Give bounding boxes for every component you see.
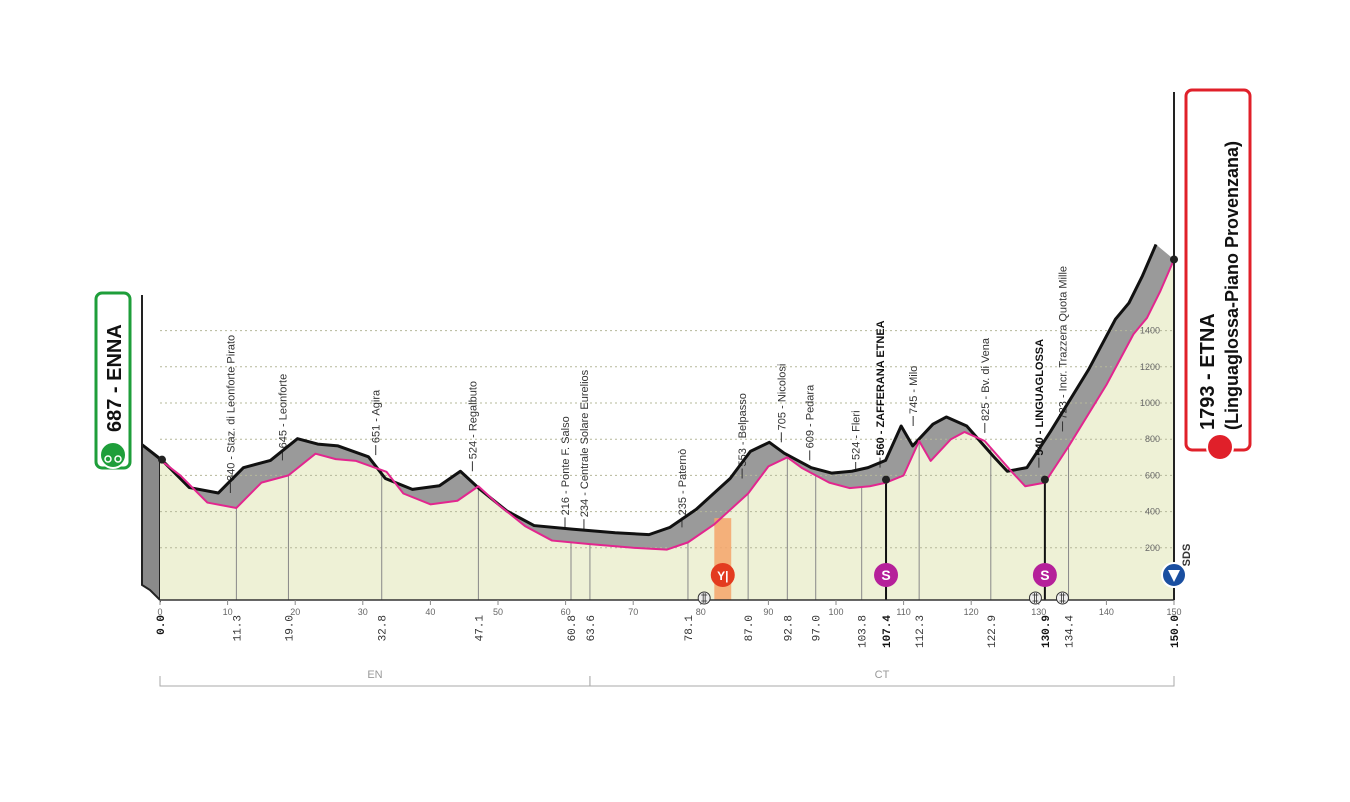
y-tick-label: 600 (1145, 470, 1160, 480)
waypoint-label: 540 - LINGUAGLOSSA (1034, 339, 1046, 456)
waypoint-label: 645 - Leonforte (277, 374, 289, 449)
waypoint-label: 825 - Bv. di Vena (980, 337, 992, 421)
x-tick-label: 90 (763, 607, 773, 617)
x-tick-label: 50 (493, 607, 503, 617)
waypoint-km: 87.0 (744, 615, 756, 641)
y-tick-label: 1000 (1140, 398, 1160, 408)
x-tick-label: 70 (628, 607, 638, 617)
feed-zone-icon (710, 563, 735, 587)
waypoint-label: 560 - ZAFFERANA ETNEA (875, 320, 887, 455)
x-tick-label: 80 (696, 607, 706, 617)
x-tick-label: 130 (1031, 607, 1046, 617)
waypoint-label: 216 - Ponte F. Salso (560, 416, 572, 515)
waypoint-label: 609 - Pedara (805, 384, 817, 448)
start-wall (141, 442, 161, 603)
waypoint-km: 47.1 (474, 615, 486, 642)
waypoint-label: 745 - Milo (908, 366, 920, 414)
x-tick-label: 20 (290, 607, 300, 617)
x-tick-label: 60 (561, 607, 571, 617)
sprint-letter: S (881, 567, 890, 583)
waypoint-label: 651 - Agira (371, 389, 383, 443)
level-crossing-icon (1055, 591, 1069, 605)
level-crossing-icon (1028, 591, 1042, 605)
sprint-icon (1032, 563, 1057, 587)
wheel (104, 455, 112, 463)
x-tick-label: 0 (157, 607, 162, 617)
finish-label: 1793 - ETNA (1197, 313, 1219, 430)
waypoint-label: 723 - Incr. Trazzera Quota Mille (1058, 266, 1070, 419)
waypoint-km: 11.3 (232, 615, 244, 641)
sprint-icon (874, 563, 899, 587)
level-crossing-glyph (1059, 593, 1066, 603)
waypoint-label: 235 - Paternò (677, 449, 689, 516)
level-crossing-glyph (1032, 593, 1039, 603)
x-tick-label: 140 (1099, 607, 1114, 617)
waypoint-km: 130.9 (1041, 615, 1053, 648)
level-crossing-glyph (701, 593, 708, 603)
province-label: EN (367, 669, 382, 681)
waypoint-km: 107.4 (882, 615, 894, 648)
waypoint-label: 553 - Belpasso (737, 393, 749, 466)
waypoint-km: 122.9 (987, 615, 999, 648)
waypoint-km: 112.3 (915, 615, 927, 648)
cyclist-start-icon (99, 441, 127, 469)
x-tick-label: 30 (358, 607, 368, 617)
finish-dot (1170, 255, 1178, 264)
road-line (159, 259, 1175, 551)
y-tick-label: 400 (1145, 507, 1160, 517)
province-bracket (589, 676, 1175, 687)
x-tick-label: 110 (896, 607, 910, 617)
finish-km: 150.0 (1170, 615, 1182, 648)
waypoint-km: 63.6 (586, 615, 598, 641)
wheel (114, 455, 122, 463)
province-label: CT (875, 669, 890, 681)
y-tick-label: 1200 (1140, 362, 1160, 372)
waypoint-km: 60.8 (567, 615, 579, 641)
feed-zone (714, 518, 732, 600)
cyclist-finish-icon (1206, 433, 1234, 461)
waypoint-label: 524 - Regalbuto (467, 381, 479, 459)
level-crossing-icon (697, 591, 711, 605)
waypoint-label: 524 - Fleri (851, 410, 863, 460)
x-tick-label: 150 (1166, 607, 1181, 617)
triangle-glyph (1168, 570, 1180, 582)
waypoint-label: 340 - Staz. di Leonforte Pirato (225, 335, 237, 481)
waypoint-km: 78.1 (684, 615, 696, 642)
x-tick-label: 100 (828, 607, 843, 617)
waypoint-label: 705 - Nicolosi (776, 364, 788, 431)
sprint-dot (882, 475, 891, 484)
sprint-dot (1040, 475, 1049, 484)
waypoint-km: 32.8 (378, 615, 390, 641)
sprint-letter: S (1040, 567, 1049, 583)
x-tick-label: 40 (425, 607, 435, 617)
y-tick-label: 1400 (1140, 326, 1160, 336)
y-tick-label: 200 (1145, 543, 1160, 553)
waypoint-km: 97.0 (812, 615, 824, 641)
sds-label: SDS (1181, 544, 1193, 567)
waypoint-km: 134.4 (1065, 615, 1077, 648)
waypoint-km: 92.8 (783, 615, 795, 641)
waypoint-km: 103.8 (858, 615, 870, 648)
start-label: 687 - ENNA (104, 324, 126, 432)
start-dot (158, 455, 166, 464)
finish-sublabel: (Linguaglossa-Piano Provenzana) (1222, 141, 1242, 430)
fork-knife-glyph: Y| (717, 569, 728, 583)
x-tick-label: 120 (964, 607, 979, 617)
x-tick-label: 10 (223, 607, 233, 617)
relief-top-line (141, 243, 1158, 537)
profile-fill (160, 259, 1174, 600)
waypoint-km: 19.0 (284, 615, 296, 641)
y-tick-label: 800 (1145, 434, 1160, 444)
waypoint-label: 234 - Centrale Solare Eurelios (579, 369, 591, 517)
start-km: 0.0 (156, 615, 168, 635)
